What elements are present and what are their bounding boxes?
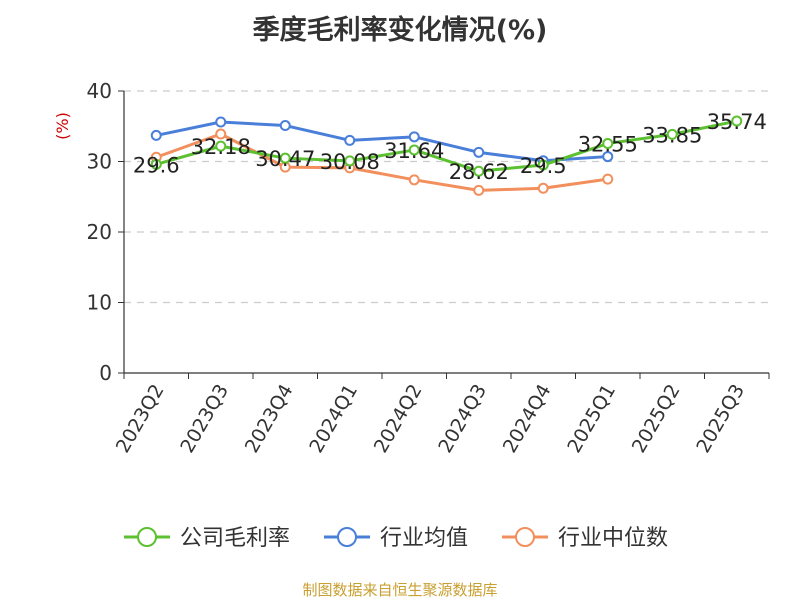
series-line-2	[155, 120, 608, 163]
legend-marker-3	[515, 527, 535, 547]
data-point-2-2025Q1	[602, 151, 614, 163]
data-point-3-2024Q2	[408, 174, 420, 186]
data-label-2024Q4: 29.5	[520, 154, 567, 178]
data-point-3-2025Q1	[602, 173, 614, 185]
data-point-1-2024Q2	[408, 144, 420, 156]
x-tick-label-2024Q1: 2024Q1	[305, 381, 362, 457]
data-label-2025Q2: 33.85	[642, 123, 702, 147]
x-tick-label-2025Q3: 2025Q3	[692, 381, 749, 457]
data-point-2-2024Q3	[473, 146, 485, 158]
y-tick-label-40: 40	[87, 79, 112, 103]
y-tick-label-0: 0	[99, 361, 112, 385]
y-axis-unit: (%)	[53, 112, 72, 140]
source-note: 制图数据来自恒生聚源数据库	[302, 581, 498, 599]
series-line-3	[155, 132, 608, 192]
data-point-1-2024Q3	[473, 165, 485, 177]
x-tick-label-2023Q3: 2023Q3	[176, 381, 233, 457]
data-point-1-2024Q1	[344, 155, 356, 167]
data-label-2023Q3: 32.18	[191, 135, 251, 159]
y-tick-label-30: 30	[87, 150, 112, 174]
x-tick-label-2023Q2: 2023Q2	[112, 381, 169, 457]
x-tick-label-2023Q4: 2023Q4	[241, 381, 298, 457]
data-label-2024Q2: 31.64	[384, 139, 444, 163]
legend-label-2: 行业均值	[380, 526, 468, 551]
data-label-2025Q1: 32.55	[578, 133, 638, 157]
series-3	[150, 128, 614, 196]
data-point-2-2024Q2	[408, 131, 420, 143]
data-point-2-2023Q3	[215, 116, 227, 128]
data-label-2023Q4: 30.47	[255, 147, 315, 171]
legend-marker-1	[137, 527, 157, 547]
data-point-3-2024Q3	[473, 184, 485, 196]
data-label-2025Q3: 35.74	[707, 110, 767, 134]
chart-title: 季度毛利率变化情况(%)	[252, 15, 548, 46]
x-tick-label-2024Q2: 2024Q2	[370, 381, 427, 457]
data-label-2024Q3: 28.62	[449, 160, 509, 184]
legend-item-3: 行业中位数	[502, 526, 668, 551]
series-lines	[150, 115, 743, 196]
legend-item-1: 公司毛利率	[124, 526, 290, 551]
data-label-2023Q2: 29.6	[133, 153, 180, 177]
data-point-1-2023Q4	[279, 152, 291, 164]
data-point-1-2024Q4	[537, 159, 549, 171]
data-point-2-2023Q4	[279, 120, 291, 132]
data-point-1-2025Q1	[602, 138, 614, 150]
data-point-1-2025Q2	[666, 128, 678, 140]
data-label-2024Q1: 30.08	[320, 150, 380, 174]
x-tick-label-2025Q1: 2025Q1	[563, 381, 620, 457]
data-point-2-2023Q2	[150, 129, 162, 141]
legend-label-3: 行业中位数	[558, 526, 668, 551]
data-point-1-2023Q3	[215, 140, 227, 152]
y-tick-label-20: 20	[87, 220, 112, 244]
data-point-1-2023Q2	[150, 158, 162, 170]
grid-lines	[124, 90, 769, 304]
data-point-2-2024Q1	[344, 134, 356, 146]
series-line-1	[155, 119, 738, 173]
legend-marker-2	[337, 527, 357, 547]
x-tick-label-2024Q3: 2024Q3	[434, 381, 491, 457]
data-point-1-2025Q3	[731, 115, 743, 127]
data-point-3-2024Q4	[537, 182, 549, 194]
y-tick-label-10: 10	[87, 291, 112, 315]
legend-item-2: 行业均值	[324, 526, 468, 551]
series-1	[150, 115, 743, 177]
legend: 公司毛利率 行业均值 行业中位数	[124, 526, 668, 551]
series-2	[150, 116, 614, 167]
x-tick-label-2025Q2: 2025Q2	[628, 381, 685, 457]
legend-label-1: 公司毛利率	[180, 526, 290, 551]
x-tick-label-2024Q4: 2024Q4	[499, 381, 556, 457]
data-point-3-2023Q3	[215, 128, 227, 140]
